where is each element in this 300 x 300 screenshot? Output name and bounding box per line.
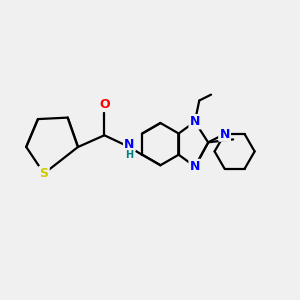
Text: S: S — [40, 167, 49, 180]
Text: N: N — [190, 115, 200, 128]
Text: H: H — [125, 150, 134, 160]
Text: N: N — [219, 128, 230, 141]
Text: N: N — [124, 138, 135, 151]
Text: N: N — [190, 160, 200, 173]
Text: O: O — [99, 98, 110, 111]
